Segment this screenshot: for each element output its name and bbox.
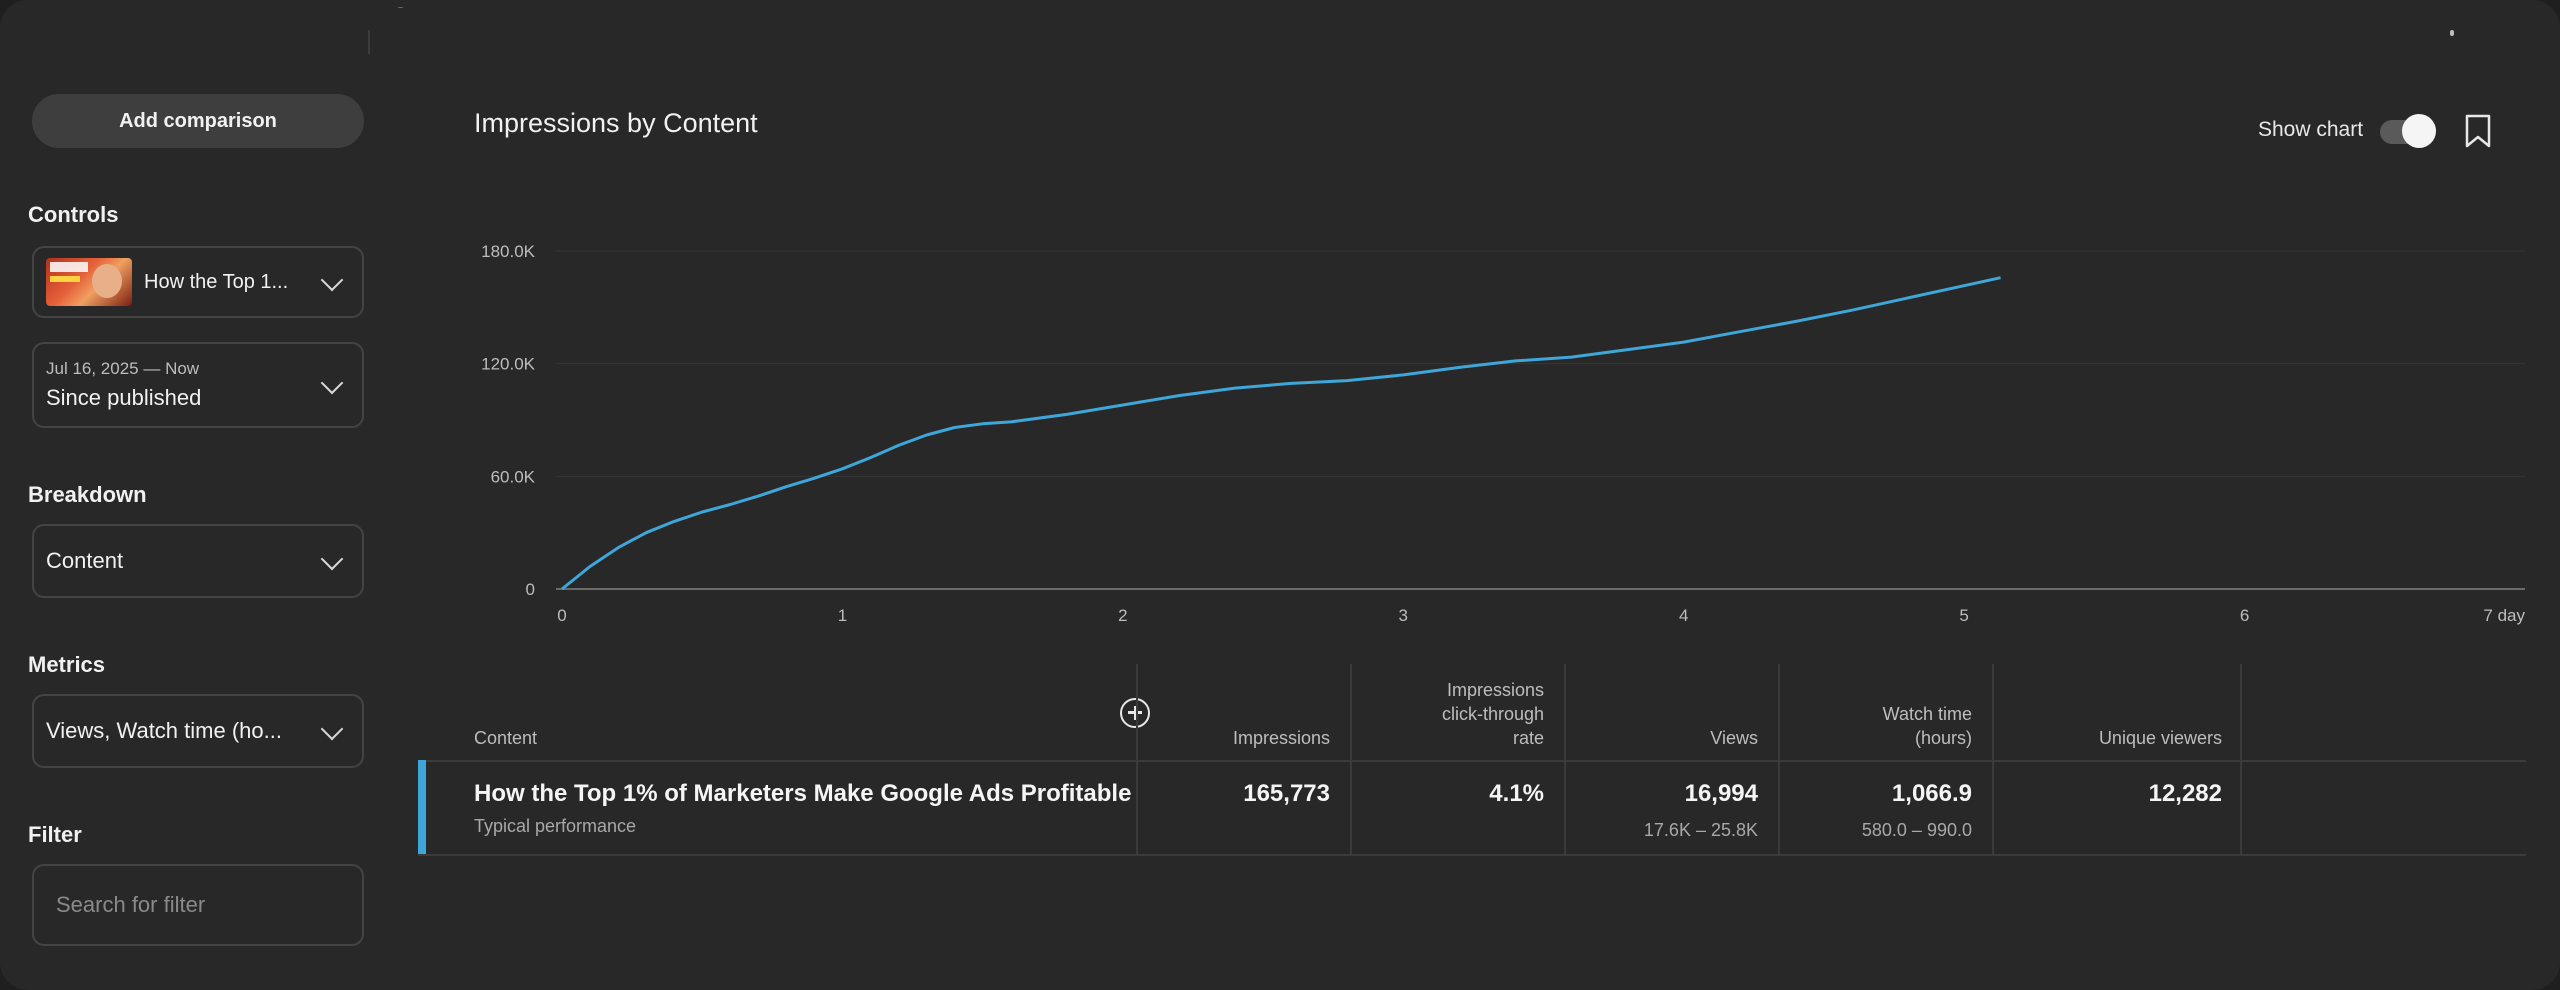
- cell-views-range: 17.6K – 25.8K: [1643, 820, 1758, 840]
- date-range-sub: Jul 16, 2025 — Now: [46, 359, 200, 378]
- column-divider: [1778, 664, 1780, 854]
- more-icon[interactable]: [2450, 30, 2454, 36]
- cut-off-header: Content: [392, 0, 469, 8]
- date-range-value: Since published: [46, 385, 202, 410]
- add-comparison-button[interactable]: Add comparison: [32, 94, 364, 148]
- cell-unique-viewers: 12,282: [2148, 780, 2222, 807]
- metrics-value: Views, Watch time (ho...: [46, 718, 282, 743]
- row-accent-bar: [418, 760, 426, 854]
- x-tick-label: 1: [838, 606, 847, 625]
- content-select-value: How the Top 1...: [144, 270, 289, 293]
- cell-watch-range: 580.0 – 990.0: [1861, 820, 1972, 840]
- metrics-label: Metrics: [28, 652, 106, 677]
- breakdown-label: Breakdown: [28, 482, 147, 507]
- controls-label: Controls: [28, 202, 119, 227]
- column-divider: [2240, 664, 2242, 854]
- x-tick-label: 5: [1959, 606, 1968, 625]
- column-header-views[interactable]: Views: [1710, 728, 1758, 748]
- column-divider: [1564, 664, 1566, 854]
- column-header-unique-viewers[interactable]: Unique viewers: [2098, 728, 2222, 748]
- top-strip: Content: [0, 0, 2560, 54]
- breakdown-select[interactable]: Content: [32, 524, 364, 598]
- filter-search-input[interactable]: [32, 864, 364, 946]
- column-header-watch-time[interactable]: Watch time (hours): [1883, 702, 1972, 750]
- column-divider: [1136, 664, 1138, 854]
- x-tick-label: 7 day: [2483, 606, 2525, 625]
- column-divider: [1992, 664, 1994, 854]
- cell-views: 16,994: [1684, 780, 1758, 807]
- show-chart-label: Show chart: [2258, 118, 2364, 141]
- thumbnail-graphic: [50, 276, 80, 282]
- impressions-series-line[interactable]: [561, 276, 2001, 591]
- thumbnail-graphic: [50, 262, 88, 272]
- add-column-icon[interactable]: [1120, 698, 1150, 728]
- video-thumbnail: [46, 258, 132, 306]
- chart-title: Impressions by Content: [474, 108, 758, 138]
- x-tick-label: 4: [1679, 606, 1688, 625]
- y-tick-label: 60.0K: [491, 467, 536, 486]
- metrics-select[interactable]: Views, Watch time (ho...: [32, 694, 364, 768]
- watch-header-line: Watch time: [1882, 704, 1972, 724]
- filter-label: Filter: [28, 822, 82, 847]
- bookmark-icon[interactable]: [2464, 114, 2492, 148]
- breakdown-value: Content: [46, 548, 124, 573]
- table-header-row: Content Impressions Impressions click-th…: [418, 664, 2526, 762]
- cell-watch-time: 1,066.9: [1891, 780, 1972, 807]
- y-tick-label: 0: [526, 580, 535, 599]
- column-divider: [1350, 664, 1352, 854]
- y-tick-label: 180.0K: [481, 242, 536, 261]
- ctr-header-line: click-through: [1441, 704, 1544, 724]
- ctr-header-line: rate: [1512, 728, 1544, 748]
- x-tick-label: 3: [1399, 606, 1408, 625]
- y-tick-label: 120.0K: [481, 355, 536, 374]
- x-tick-label: 6: [2240, 606, 2249, 625]
- x-tick-label: 0: [557, 606, 566, 625]
- column-header-ctr[interactable]: Impressions click-through rate: [1442, 678, 1544, 750]
- column-header-content[interactable]: Content: [474, 728, 538, 748]
- column-header-impressions[interactable]: Impressions: [1232, 728, 1330, 748]
- toggle-knob: [2402, 114, 2436, 148]
- divider: [368, 30, 370, 54]
- thumbnail-graphic: [92, 264, 122, 298]
- cell-impressions: 165,773: [1243, 780, 1330, 807]
- row-title[interactable]: How the Top 1% of Marketers Make Google …: [474, 780, 1132, 807]
- watch-header-line: (hours): [1914, 728, 1972, 748]
- date-range-select[interactable]: Jul 16, 2025 — Now Since published: [32, 342, 364, 428]
- show-chart-toggle[interactable]: [2380, 114, 2436, 148]
- cell-ctr: 4.1%: [1489, 780, 1544, 807]
- ctr-header-line: Impressions: [1446, 680, 1544, 700]
- x-tick-label: 2: [1118, 606, 1127, 625]
- table-row[interactable]: How the Top 1% of Marketers Make Google …: [418, 760, 2526, 856]
- row-subtitle: Typical performance: [474, 816, 637, 836]
- content-select[interactable]: How the Top 1...: [32, 246, 364, 318]
